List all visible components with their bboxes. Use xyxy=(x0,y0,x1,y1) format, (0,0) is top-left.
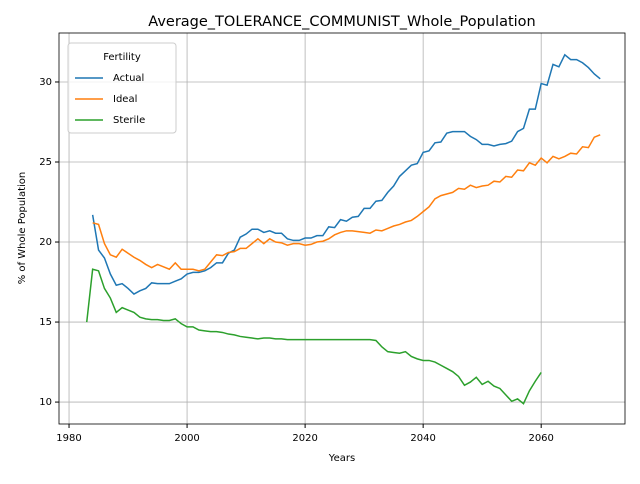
y-tick-label: 10 xyxy=(39,397,52,408)
y-tick-label: 20 xyxy=(39,237,52,248)
y-tick-label: 15 xyxy=(39,317,52,328)
x-axis-label: Years xyxy=(328,453,355,464)
legend-label: Actual xyxy=(113,73,144,84)
x-tick-label: 2000 xyxy=(174,433,199,444)
x-tick-label: 2020 xyxy=(292,433,317,444)
line xyxy=(85,268,542,405)
y-tick-label: 30 xyxy=(39,77,52,88)
legend-label: Sterile xyxy=(113,115,145,126)
y-axis-label: % of Whole Population xyxy=(17,172,28,285)
x-tick-label: 1980 xyxy=(56,433,81,444)
legend-box xyxy=(67,42,177,134)
x-tick-label: 2040 xyxy=(410,433,435,444)
plot-frame xyxy=(58,32,626,425)
legend-label: Ideal xyxy=(113,94,137,105)
line xyxy=(92,134,601,272)
legend-title: Fertility xyxy=(103,52,141,63)
chart-title: Average_TOLERANCE_COMMUNIST_Whole_Popula… xyxy=(148,14,535,30)
x-tick-label: 2060 xyxy=(528,433,553,444)
line xyxy=(91,53,601,295)
y-tick-label: 25 xyxy=(39,157,52,168)
